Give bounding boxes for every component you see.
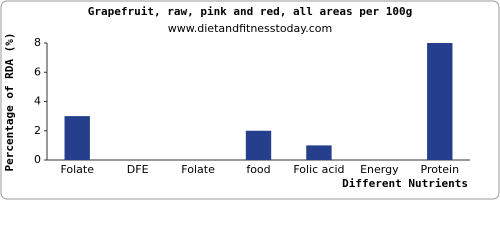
x-tick-label: Protein [421,163,460,176]
chart-title: Grapefruit, raw, pink and red, all areas… [88,5,413,18]
chart: Grapefruit, raw, pink and red, all areas… [0,0,500,200]
y-axis-label: Percentage of RDA (%) [3,32,16,171]
x-tick-label: food [246,163,270,176]
x-tick-label: Folate [60,163,94,176]
x-tick-label: Folic acid [293,163,344,176]
y-tick-label: 8 [34,36,41,49]
y-tick-label: 4 [34,95,41,108]
frame [0,0,500,200]
bar [427,43,453,160]
x-axis-label: Different Nutrients [342,177,468,190]
bar [64,116,90,160]
x-tick-label: DFE [127,163,149,176]
bar [306,145,332,160]
chart-subtitle: www.dietandfitnesstoday.com [168,22,332,35]
y-tick-label: 0 [34,153,41,166]
y-tick-label: 2 [34,124,41,137]
page: Grapefruit, raw, pink and red, all areas… [0,0,500,200]
x-tick-label: Folate [181,163,215,176]
bar [245,130,272,160]
x-tick-label: Energy [360,163,399,176]
y-tick-label: 6 [34,65,41,78]
